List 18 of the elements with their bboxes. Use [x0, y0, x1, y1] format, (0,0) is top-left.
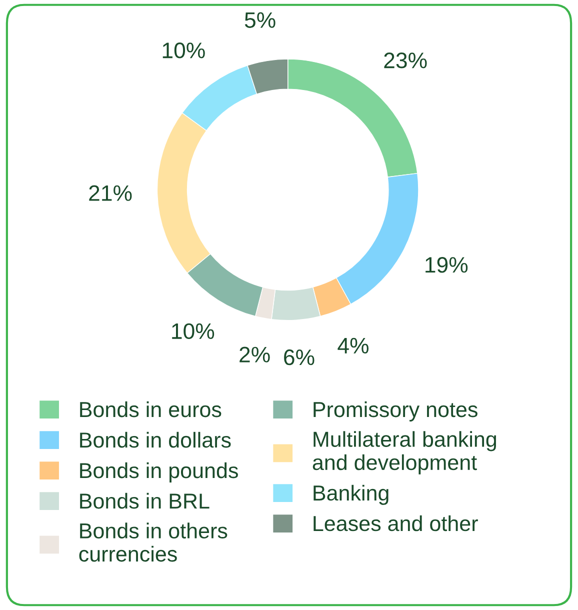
- legend-label: Bonds in others currencies: [79, 522, 228, 562]
- legend-label: Bonds in euros: [80, 401, 222, 418]
- data-label: 21%: [89, 185, 132, 201]
- legend-label: Leases and other: [314, 515, 478, 532]
- data-label: 19%: [426, 257, 468, 273]
- legend-label: Banking: [314, 484, 388, 505]
- legend-label: Promissory notes: [314, 401, 478, 422]
- data-label: 10%: [172, 323, 214, 340]
- data-label: 2%: [240, 346, 270, 362]
- legend-label: Bonds in dollars: [80, 432, 231, 448]
- data-label: 10%: [162, 42, 205, 58]
- data-label: 5%: [244, 12, 276, 28]
- data-label: 6%: [284, 349, 314, 366]
- legend-label: Bonds in pounds: [80, 462, 238, 482]
- legend-label: Multilateral banking and development: [312, 431, 496, 474]
- data-label: 4%: [338, 338, 369, 354]
- legend-label: Bonds in BRL: [80, 492, 210, 509]
- data-label: 23%: [384, 52, 427, 68]
